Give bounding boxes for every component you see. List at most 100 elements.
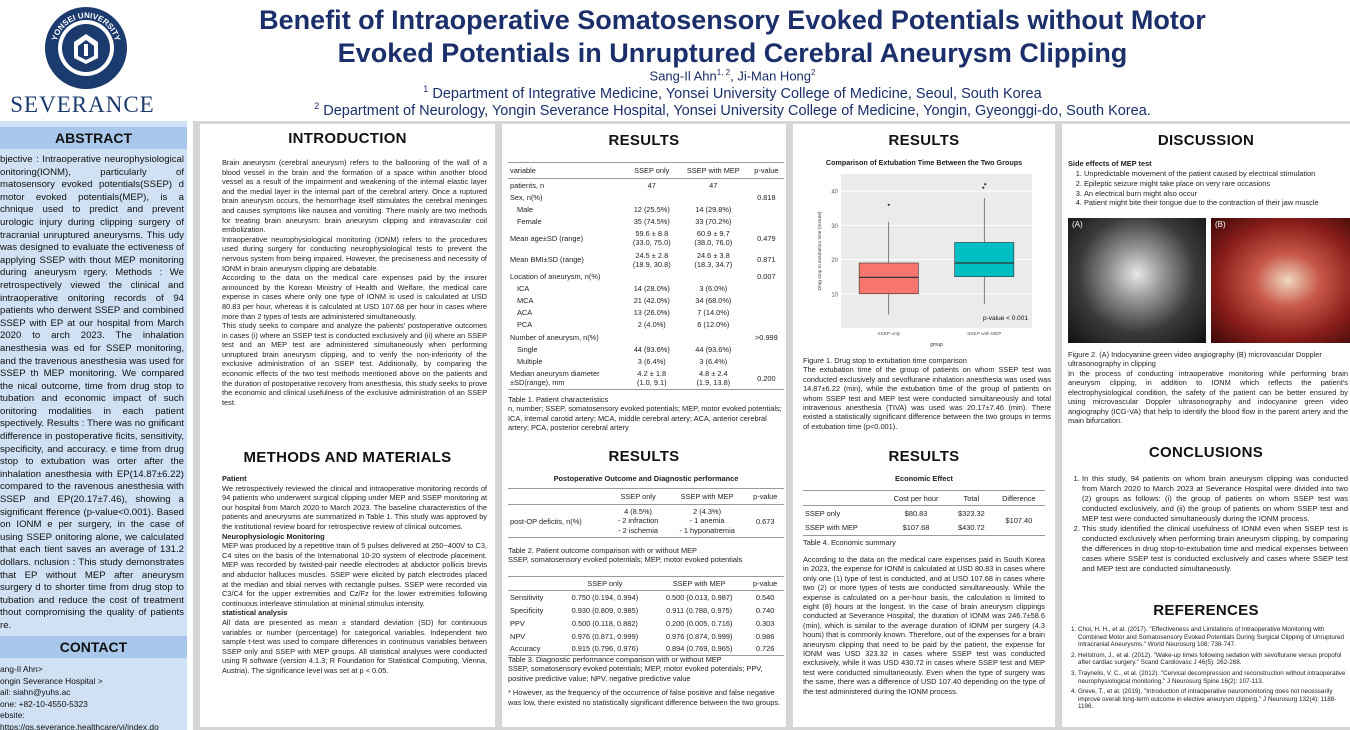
- methods-patient-text: We retrospectively reviewed the clinical…: [222, 483, 487, 531]
- table3-caption: Table 3. Diagnostic performance comparis…: [508, 655, 784, 707]
- t1-cell-value: [749, 307, 784, 319]
- reference-item: Greve, T., et al. (2019). "Introduction …: [1078, 688, 1348, 711]
- discussion-text: In the process of conducting intraoperat…: [1068, 369, 1348, 426]
- abstract-text: bjective : Intraoperative neurophysiolog…: [0, 154, 184, 631]
- intro-methods-panel: INTRODUCTION Brain aneurysm (cerebral an…: [200, 124, 495, 727]
- t1-cell-value: [749, 295, 784, 307]
- t1-row: MCA 21 (42.0%) 34 (68.0%): [508, 295, 784, 307]
- t3-header-ssep: SSEP only: [587, 579, 623, 588]
- t1-cell-label: Female: [517, 217, 542, 227]
- t1-cell-value: 24.6 ± 3.8 (18.3, 34.7): [694, 250, 733, 269]
- t3-cell-value: 0.915 (0.796, 0.976): [571, 644, 639, 654]
- methods-sub-neuro: Neurophysiologic Monitoring: [222, 531, 325, 541]
- severance-logo: YONSEI UNIVERSITY SEVERANCE: [0, 0, 165, 121]
- t1-cell-value: 24.5 ± 2.8 (18.9, 30.8): [632, 250, 671, 269]
- t1-cell-value: 47: [647, 180, 656, 190]
- logo-wordmark: SEVERANCE: [10, 92, 155, 117]
- authors: Sang-Il Ahn1, 2, Ji-Man Hong2: [649, 68, 816, 84]
- t3-row: NPV 0.976 (0.871, 0.999) 0.976 (0.874, 0.9…: [508, 630, 784, 643]
- t1-cell-value: 21 (42.0%): [633, 296, 670, 306]
- t4-header-cost: Cost per hour: [893, 493, 939, 503]
- t4-header-diff: Difference: [1002, 493, 1036, 503]
- t1-row: Number of aneurysm, n(%) >0.999: [508, 331, 784, 343]
- discussion-subheading: Side effects of MEP test: [1068, 159, 1152, 168]
- t1-cell-label: Location of aneurysm, n(%): [510, 271, 601, 281]
- icg-angiography-image: (A): [1068, 218, 1206, 343]
- contact-phone: one: +82-10-4550-5323: [0, 698, 88, 709]
- t1-cell-value: >0.999: [754, 332, 778, 342]
- figure1-caption-block: Figure 1. Drug stop to extubation time c…: [803, 356, 1051, 431]
- t4-row2-label: SSEP with MEP: [805, 523, 858, 533]
- t3-row: PPV 0.500 (0.118, 0.882) 0.200 (0.005, 0.7…: [508, 617, 784, 630]
- table3-caption-title: Table 3. Diagnostic performance comparis…: [508, 655, 722, 664]
- reference-item: Choi, H. H., et al. (2017). "Effectivene…: [1078, 626, 1348, 649]
- t1-row: PCA 2 (4.0%) 6 (12.0%): [508, 319, 784, 331]
- methods-sub-stat: statistical analysis: [222, 608, 288, 618]
- t1-cell-value: 35 (74.5%): [633, 217, 670, 227]
- box-ssep-only: [858, 262, 919, 295]
- t1-cell-value: 14 (29.8%): [695, 204, 732, 214]
- t1-cell-label: Male: [517, 204, 534, 214]
- table-patient-characteristics: variable SSEP only SSEP with MEP p-value…: [508, 162, 784, 390]
- t4-difference: $107.40: [1005, 516, 1033, 525]
- t1-cell-value: 47: [709, 180, 718, 190]
- t1-row: Median aneurysm diameter ±SD(range), mm 4…: [508, 368, 784, 390]
- poster-header: YONSEI UNIVERSITY SEVERANCE Benefit of I…: [0, 0, 1350, 121]
- t1-cell-label: patients, n: [510, 180, 545, 190]
- contact-name: ang-Il Ahn>: [0, 664, 43, 674]
- t3-cell-value: 0.930 (0.809, 0.985): [571, 605, 639, 615]
- table2-caption: Table 2. Patient outcome comparison with…: [508, 546, 784, 565]
- t1-cell-value: [749, 179, 784, 192]
- conclusions-list: In this study, 94 patients on whom brain…: [1082, 474, 1348, 574]
- contact-heading: CONTACT: [0, 636, 187, 658]
- t1-row: Male 12 (25.5%) 14 (29.8%): [508, 203, 784, 215]
- results-panel-right: RESULTS Comparison of Extubation Time Be…: [793, 124, 1055, 727]
- t1-cell-label: Single: [517, 344, 538, 354]
- table-postop-outcome: SSEP only SSEP with MEP p-value post-OP …: [508, 488, 784, 538]
- t1-cell-value: 44 (93.6%): [695, 344, 732, 354]
- t1-cell-value: 4.2 ± 1.8 (1.0, 9.1): [636, 369, 667, 388]
- conclusions-heading: CONCLUSIONS: [1148, 444, 1264, 461]
- doppler-ultrasonography-image: (B): [1211, 218, 1350, 343]
- y-tick-label: 20: [831, 258, 838, 264]
- t1-cell-label: Mean BMI±SD (range): [510, 255, 584, 265]
- abstract-heading: ABSTRACT: [0, 127, 187, 149]
- t1-cell-value: 34 (68.0%): [695, 296, 732, 306]
- mep-side-effects-list: Unpredictable movement of the patient ca…: [1084, 169, 1348, 208]
- t1-cell-value: 60.9 ± 9.7 (38.0, 76.0): [694, 229, 733, 248]
- title-line-1: Benefit of Intraoperative Somatosensory …: [259, 5, 1206, 35]
- t1-cell-value: 7 (14.0%): [697, 308, 730, 318]
- intro-paragraph-3: According to the data on the medical car…: [222, 273, 487, 321]
- t1-row: Location of aneurysm, n(%) 0.007: [508, 270, 784, 282]
- results-heading-2: RESULTS: [608, 448, 680, 465]
- y-tick-label: 10: [831, 292, 838, 298]
- t1-cell-label: Sex, n(%): [510, 192, 543, 202]
- t1-cell-value: [749, 203, 784, 215]
- contact-hospital: ongin Severance Hospital >: [0, 675, 103, 686]
- t2-header-p: p-value: [753, 492, 778, 501]
- t1-cell-value: 0.818: [757, 192, 776, 202]
- t3-cell-label: Specificity: [510, 605, 544, 615]
- table2-caption-title: Table 2. Patient outcome comparison with…: [508, 546, 697, 555]
- t3-cell-value: 0.726: [755, 644, 775, 654]
- t1-row: Single 44 (93.6%) 44 (93.6%): [508, 343, 784, 355]
- t3-cell-label: Sensitivity: [510, 592, 544, 602]
- image-a-label: (A): [1072, 220, 1083, 229]
- t3-cell-value: 0.740: [755, 605, 775, 615]
- t1-row: Multiple 3 (6.4%) 3 (6.4%): [508, 355, 784, 367]
- t1-cell-value: 33 (70.2%): [695, 217, 732, 227]
- methods-sub-patient: Patient: [222, 474, 247, 483]
- t1-row: patients, n 47 47: [508, 179, 784, 192]
- t1-cell-value: [626, 331, 678, 343]
- t3-header-p: p-value: [753, 579, 778, 588]
- t4-row2-cost: $107.68: [902, 523, 930, 533]
- t3-row: Sensitivity 0.750 (0.194, 0.994) 0.500 (0.…: [508, 591, 784, 604]
- poster-title: Benefit of Intraoperative Somatosensory …: [200, 4, 1265, 70]
- table3-caption-note: SSEP, somatosensory evoked potentials; M…: [508, 664, 763, 683]
- t1-cell-value: 3 (6.0%): [699, 283, 728, 293]
- t1-cell-label: Median aneurysm diameter ±SD(range), mm: [510, 369, 600, 388]
- side-effect-item: Epileptic seizure might take place on ve…: [1084, 179, 1348, 189]
- t2-header-blank: [508, 489, 608, 505]
- outlier-point: [984, 183, 987, 186]
- t1-cell-value: 14 (28.0%): [633, 283, 670, 293]
